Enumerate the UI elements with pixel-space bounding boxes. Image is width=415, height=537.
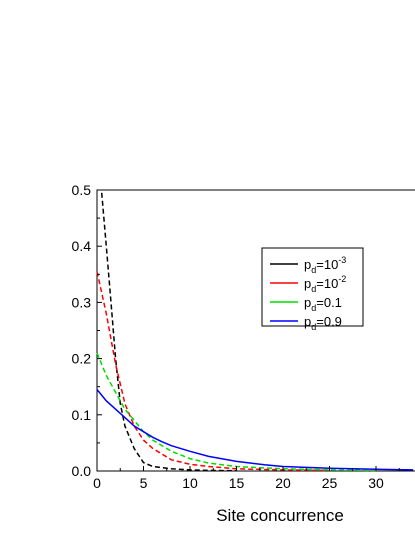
y-tick-label: 0.2: [72, 351, 92, 367]
y-tick-label: 0.0: [72, 463, 92, 479]
x-tick-label: 15: [229, 475, 245, 491]
legend-entry: pd=10-2: [304, 274, 346, 294]
legend: pd=10-3pd=10-2pd=0.1pd=0.9: [261, 247, 364, 332]
series-line-0: [100, 192, 237, 472]
legend-entry: pd=0.1: [304, 295, 342, 313]
x-tick-label: 10: [182, 475, 198, 491]
y-tick-label: 0.5: [72, 182, 92, 198]
x-axis-label: Site concurrence: [216, 506, 344, 525]
y-tick-label: 0.4: [72, 238, 92, 254]
legend-entry: pd=10-3: [304, 255, 346, 275]
y-tick-label: 0.1: [72, 407, 92, 423]
ticks-layer: 05101520253030.00.10.20.30.40.5: [72, 182, 400, 491]
y-tick-label: 0.3: [72, 294, 92, 310]
series-line-3: [96, 389, 414, 471]
x-tick-label: 25: [322, 475, 338, 491]
plot-area: [96, 189, 415, 472]
legend-box: [261, 247, 364, 327]
axis-frame: [96, 189, 415, 472]
x-tick-label: 30: [368, 475, 384, 491]
series-line-2: [96, 352, 377, 472]
x-tick-label: 20: [275, 475, 291, 491]
x-tick-label: 0: [93, 475, 101, 491]
series-layer: [96, 192, 414, 472]
legend-entry: pd=0.9: [304, 314, 342, 332]
x-tick-label: 5: [140, 475, 148, 491]
